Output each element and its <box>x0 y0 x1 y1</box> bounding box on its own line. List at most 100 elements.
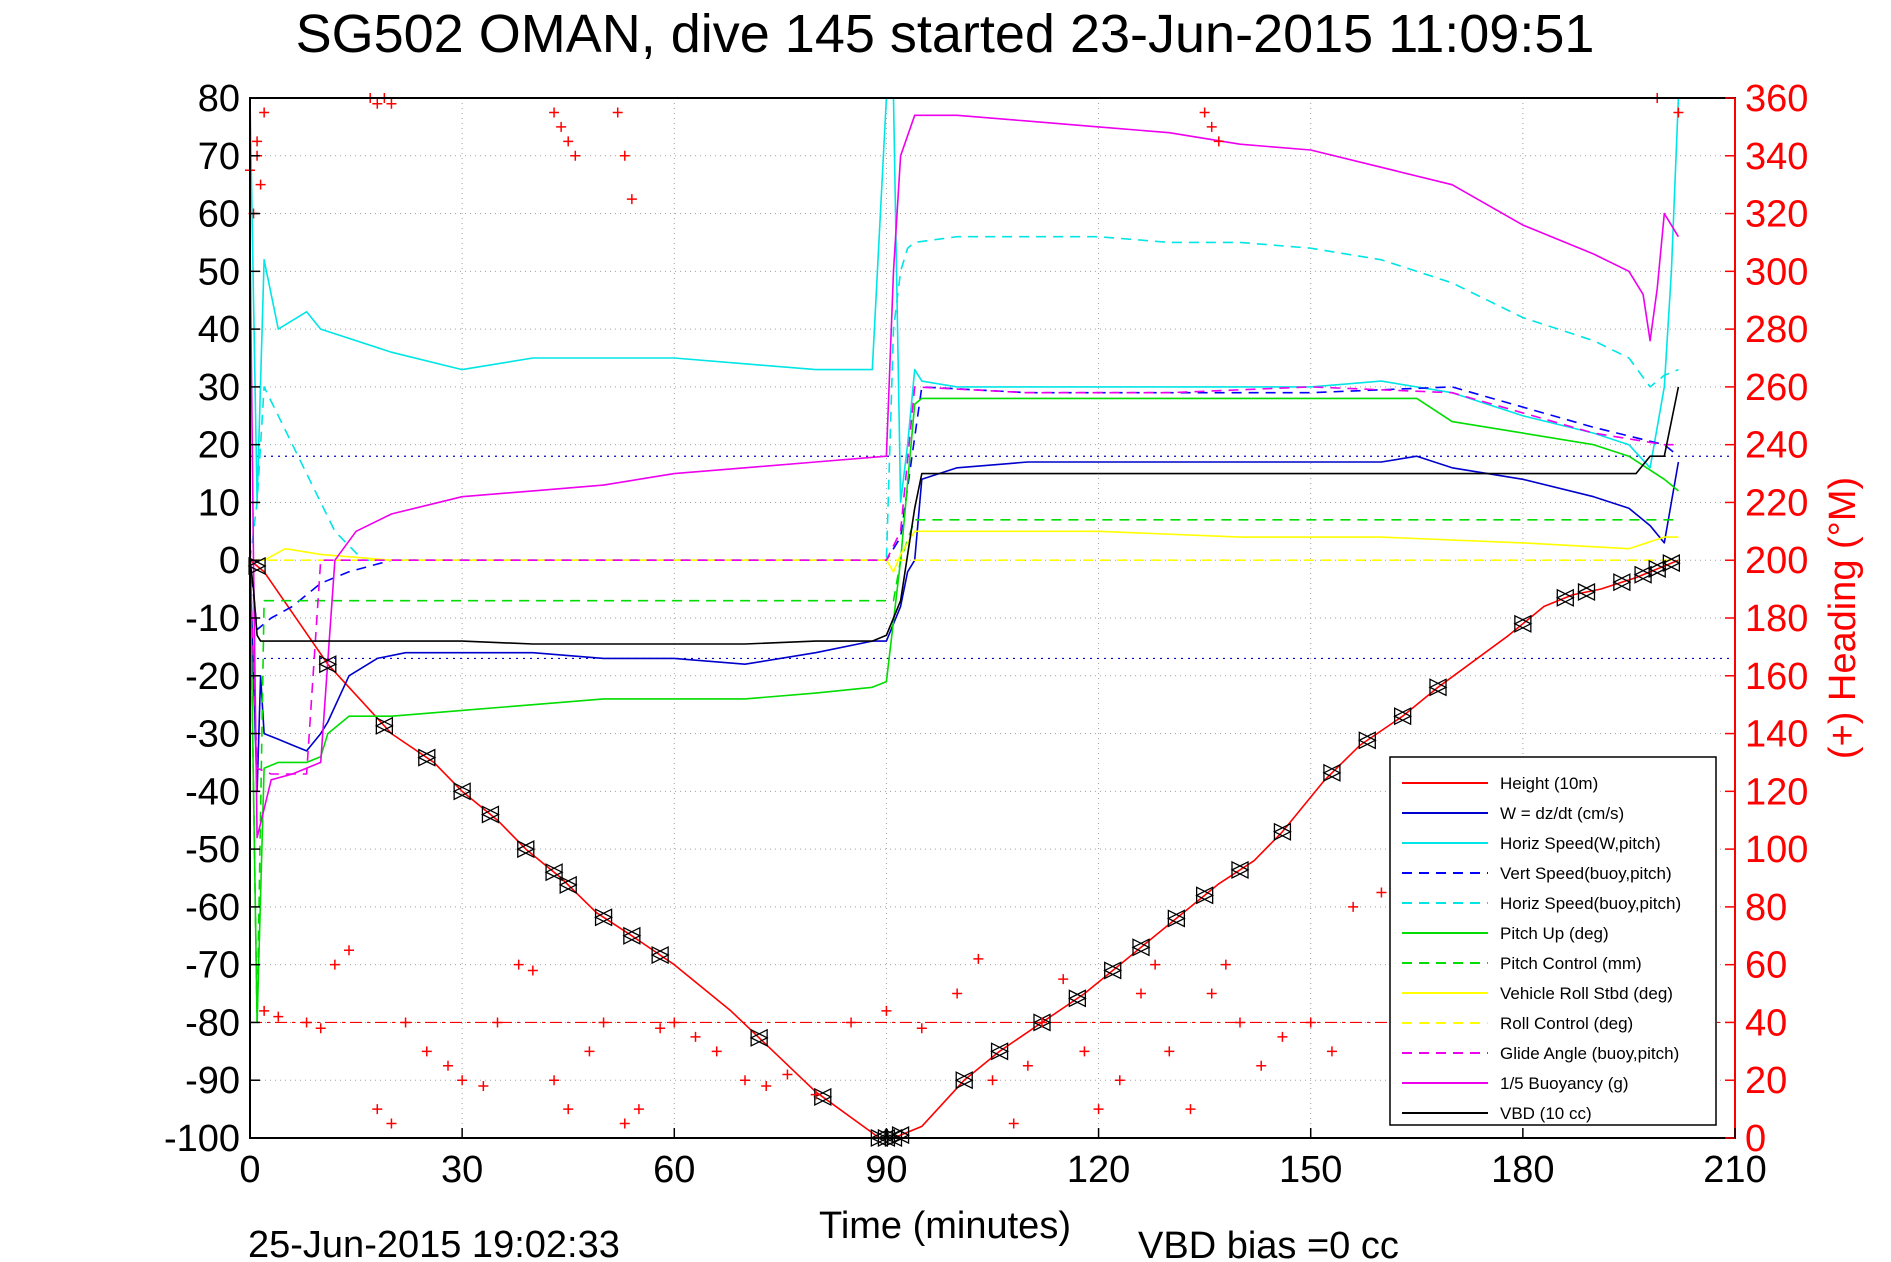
heading-point <box>1150 959 1161 970</box>
series-line-4 <box>249 235 1679 562</box>
height-marker <box>622 926 641 945</box>
heading-point <box>1376 887 1387 898</box>
heading-point <box>1185 1104 1196 1115</box>
height-marker <box>480 805 500 824</box>
left-tick-label: 40 <box>198 309 240 351</box>
height-marker <box>891 1126 910 1145</box>
left-tick-label: 30 <box>198 367 240 409</box>
right-tick-label: 100 <box>1745 829 1808 871</box>
heading-point <box>973 953 984 964</box>
heading-point <box>1256 1060 1267 1071</box>
height-marker <box>318 655 337 674</box>
heading-point <box>259 107 270 118</box>
x-axis-label: Time (minutes) <box>819 1205 1071 1247</box>
height-marker <box>1322 763 1341 782</box>
heading-point <box>329 959 340 970</box>
height-marker <box>558 875 577 894</box>
legend-label-11: VBD (10 cc) <box>1500 1104 1592 1123</box>
footer-vbd-bias: VBD bias =0 cc <box>1138 1225 1399 1262</box>
height-marker <box>374 716 394 735</box>
heading-point <box>669 1017 680 1028</box>
series-line-9 <box>249 386 1679 775</box>
height-marker <box>417 748 436 767</box>
heading-point <box>782 1069 793 1080</box>
heading-point <box>570 150 581 161</box>
heading-point <box>1206 121 1217 132</box>
heading-point <box>255 179 266 190</box>
left-tick-label: 10 <box>198 482 240 524</box>
left-tick-label: -100 <box>164 1118 240 1160</box>
heading-point <box>563 136 574 147</box>
right-tick-label: 200 <box>1745 540 1808 582</box>
height-marker <box>1230 860 1249 879</box>
height-marker <box>1067 989 1087 1008</box>
heading-point <box>443 1060 453 1071</box>
heading-point <box>1199 107 1210 118</box>
heading-point <box>344 945 354 956</box>
heading-point <box>598 1017 609 1028</box>
heading-point <box>1673 107 1684 118</box>
right-tick-label: 220 <box>1745 482 1808 524</box>
heading-point <box>1235 1017 1245 1028</box>
legend-label-9: Glide Angle (buoy,pitch) <box>1500 1044 1679 1063</box>
reference-lines <box>250 455 1735 1024</box>
x-tick-label: 30 <box>441 1149 483 1191</box>
legend-label-5: Pitch Up (deg) <box>1500 924 1609 943</box>
height-marker <box>749 1028 768 1047</box>
height-marker <box>813 1087 832 1106</box>
heading-point <box>846 1017 857 1028</box>
heading-point <box>761 1081 772 1091</box>
height-marker <box>544 863 563 882</box>
heading-point <box>1058 974 1069 985</box>
height-marker <box>1555 588 1574 607</box>
heading-point <box>556 121 567 132</box>
left-tick-label: -80 <box>185 1002 240 1044</box>
heading-point <box>315 1023 326 1034</box>
legend: Height (10m) W = dz/dt (cm/s) Horiz Speed(… <box>1389 756 1717 1126</box>
legend-label-4: Horiz Speed(buoy,pitch) <box>1500 894 1681 913</box>
heading-point <box>1093 1104 1104 1115</box>
series-layer <box>249 97 1680 1139</box>
heading-point <box>987 1075 998 1086</box>
heading-point <box>633 1104 644 1115</box>
legend-label-10: 1/5 Buoyancy (g) <box>1500 1074 1629 1093</box>
left-tick-label: 20 <box>198 425 240 467</box>
right-y-axis: 3603403203002802602402202001801601401201… <box>1725 78 1808 1160</box>
heading-point <box>1008 1118 1019 1129</box>
right-tick-label: 0 <box>1745 1118 1766 1160</box>
heading-point <box>549 107 560 118</box>
grid <box>250 98 1735 1138</box>
heading-point <box>1305 1017 1316 1028</box>
right-tick-label: 160 <box>1745 656 1808 698</box>
right-tick-label: 80 <box>1745 887 1787 929</box>
series-line-11 <box>249 386 1680 645</box>
series-line-1 <box>249 455 1680 793</box>
heading-point <box>563 1104 574 1115</box>
height-markers <box>247 554 1681 1148</box>
height-marker <box>1131 938 1150 957</box>
right-tick-label: 320 <box>1745 194 1808 236</box>
left-tick-label: 0 <box>219 540 240 582</box>
heading-point <box>740 1075 750 1086</box>
heading-point <box>386 98 397 109</box>
heading-point <box>1348 901 1359 912</box>
height-marker <box>1393 707 1412 726</box>
right-tick-label: 180 <box>1745 598 1808 640</box>
height-marker <box>1647 559 1666 578</box>
height-marker <box>1428 678 1447 697</box>
heading-point <box>619 1118 630 1129</box>
legend-box <box>1389 756 1717 1126</box>
x-tick-label: 120 <box>1067 1149 1130 1191</box>
heading-point <box>1206 988 1217 999</box>
series-line-0 <box>249 559 1679 1139</box>
left-tick-label: -70 <box>185 945 240 987</box>
left-tick-label: -90 <box>185 1060 240 1102</box>
heading-point <box>655 1023 666 1034</box>
x-tick-label: 210 <box>1703 1149 1766 1191</box>
x-axis: 0 30 60 90 120 150 180 210 <box>239 1128 1767 1191</box>
height-marker <box>452 782 471 801</box>
height-marker <box>516 840 535 859</box>
heading-point <box>259 1005 270 1016</box>
right-tick-label: 340 <box>1745 136 1808 178</box>
heading-point <box>273 1011 284 1022</box>
